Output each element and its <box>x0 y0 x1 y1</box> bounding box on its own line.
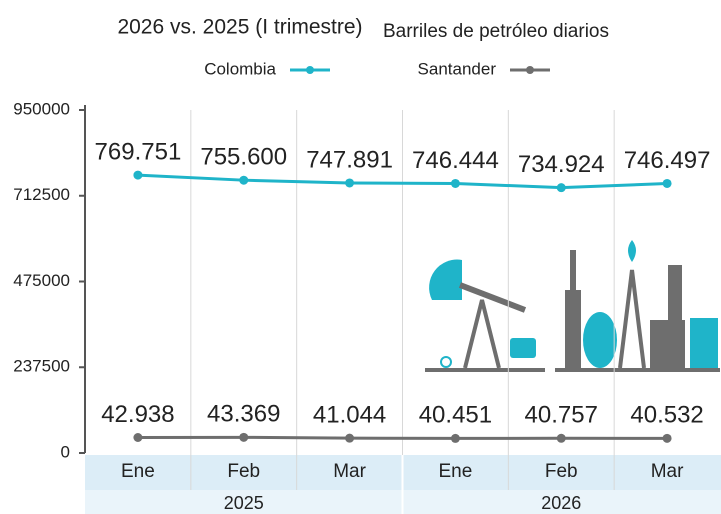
legend-label: Santander <box>418 59 497 78</box>
x-tick-label: Mar <box>333 461 366 482</box>
unit <box>690 318 718 368</box>
ground <box>425 368 545 372</box>
pumpjack-head <box>429 260 462 300</box>
value-label: 769.751 <box>95 138 182 165</box>
y-tick-label: 237500 <box>13 357 70 376</box>
group-label: 2026 <box>541 493 581 513</box>
pumpjack-motor <box>510 338 536 358</box>
value-label: 42.938 <box>101 401 174 428</box>
x-tick-label: Ene <box>121 461 155 482</box>
group-label: 2025 <box>224 493 264 513</box>
point <box>451 179 460 188</box>
point <box>557 434 566 443</box>
valve <box>441 357 451 367</box>
chart-subtitle: Barriles de petróleo diarios <box>383 21 609 42</box>
y-tick-label: 950000 <box>13 99 70 118</box>
pumpjack-derrick <box>465 300 499 368</box>
value-label: 40.757 <box>525 402 598 429</box>
point <box>133 433 142 442</box>
legend-label: Colombia <box>204 59 276 78</box>
point <box>345 178 354 187</box>
x-tick-label: Ene <box>439 461 473 482</box>
value-label: 746.444 <box>412 147 499 174</box>
y-tick-label: 475000 <box>13 271 70 290</box>
pumpjack-beam <box>460 285 525 310</box>
value-label: 41.044 <box>313 402 386 429</box>
point <box>133 171 142 180</box>
point <box>345 434 354 443</box>
value-label: 40.532 <box>630 402 703 429</box>
chart-title: 2026 vs. 2025 (I trimestre) <box>117 16 362 39</box>
value-label: 746.497 <box>624 147 711 174</box>
legend-marker <box>526 66 534 74</box>
tank <box>583 312 617 368</box>
series-line <box>138 437 667 438</box>
value-label: 755.600 <box>200 144 287 171</box>
point <box>451 434 460 443</box>
point <box>239 433 248 442</box>
y-tick-label: 712500 <box>13 185 70 204</box>
legend-marker <box>306 66 314 74</box>
value-label: 747.891 <box>306 146 393 173</box>
y-tick-label: 0 <box>61 442 70 461</box>
value-label: 40.451 <box>419 402 492 429</box>
flare-tower <box>620 270 644 368</box>
column <box>668 265 682 320</box>
chart: 2026 vs. 2025 (I trimestre) Barriles de … <box>0 0 721 514</box>
ground <box>555 368 720 372</box>
point <box>663 434 672 443</box>
point <box>557 183 566 192</box>
point <box>239 176 248 185</box>
tower <box>565 290 581 368</box>
x-tick-label: Mar <box>651 461 684 482</box>
value-label: 734.924 <box>518 151 605 178</box>
chimney <box>570 250 576 290</box>
building <box>650 320 685 368</box>
x-tick-label: Feb <box>227 461 260 482</box>
industry-icons <box>425 240 720 372</box>
point <box>663 179 672 188</box>
value-label: 43.369 <box>207 401 280 428</box>
flame <box>628 240 636 262</box>
x-tick-label: Feb <box>545 461 578 482</box>
